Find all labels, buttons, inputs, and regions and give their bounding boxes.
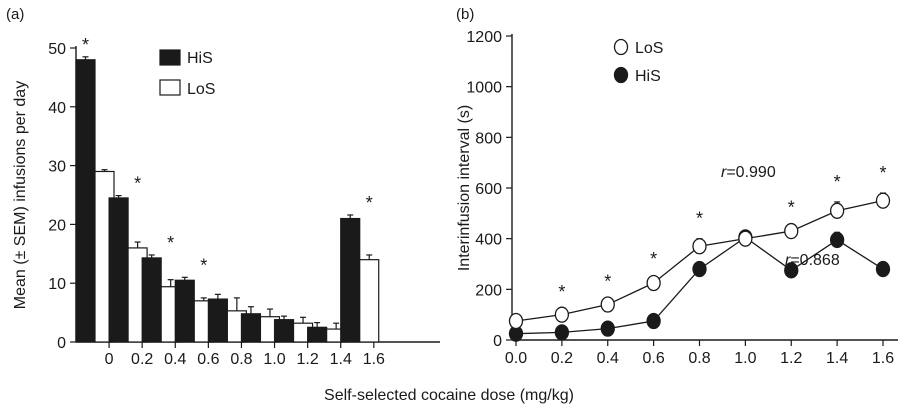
panel-a-xtick-label: 1.6	[363, 351, 385, 368]
panel-b-xtick-label: 1.2	[780, 350, 802, 367]
significance-marker: *	[558, 282, 565, 302]
significance-marker: *	[604, 271, 611, 291]
bar-his	[141, 257, 162, 343]
legend-label-los-b: LoS	[635, 40, 663, 57]
panel-b-ylabel: Interinfusion interval (s)	[456, 105, 473, 271]
panel-a-axes: 0 10 20 30 40 50 0 0.2 0.4 0.6 0.8 1.0 1.2 1.4 1.6	[48, 41, 440, 368]
bar-his	[273, 319, 295, 343]
significance-marker: *	[650, 249, 657, 269]
data-point-los	[646, 274, 661, 292]
annotation-r-his-symbol: r	[785, 252, 791, 269]
data-point-his	[829, 231, 845, 249]
annotation-r-his: r=0.868	[785, 252, 840, 269]
panel-a-ytick-label: 40	[48, 100, 66, 117]
significance-marker: *	[366, 193, 373, 213]
panel-a-legend: HiS LoS	[159, 49, 215, 98]
data-point-los	[829, 202, 845, 219]
panel-a: (a) Mean (± SEM) infusions per day 0 10 20…	[6, 6, 440, 368]
panel-b-xtick-label: 0.0	[505, 350, 527, 367]
legend-swatch-los	[159, 79, 181, 96]
significance-marker: *	[834, 172, 841, 192]
data-point-los	[554, 306, 570, 323]
shared-xlabel: Self-selected cocaine dose (mg/kg)	[324, 387, 574, 404]
bar-his	[307, 326, 328, 343]
data-point-los	[875, 192, 891, 209]
significance-marker: *	[167, 233, 174, 253]
panel-a-xtick-label: 0	[105, 351, 114, 368]
panel-b-xtick-label: 1.4	[826, 350, 848, 367]
panel-b-xtick-label: 1.0	[734, 350, 756, 367]
data-point-los	[738, 230, 753, 247]
data-point-his	[875, 260, 891, 278]
panel-a-ylabel: Mean (± SEM) infusions per day	[12, 81, 29, 309]
significance-marker: *	[879, 163, 886, 183]
panel-a-bars: * * * * *	[75, 35, 380, 343]
significance-marker: *	[134, 174, 141, 194]
data-point-his	[784, 262, 799, 279]
panel-b-xtick-label: 0.2	[551, 350, 573, 367]
data-point-his	[554, 324, 570, 341]
panel-b-axes: 0 200 400 600 800 1000 1200 0.0 0.2 0.4 0.6 0.8 1.0 1…	[466, 29, 898, 367]
panel-a-xtick-label: 1.0	[263, 351, 285, 368]
significance-marker: *	[82, 35, 89, 55]
bar-his	[207, 298, 228, 343]
panel-a-xtick-label: 0.4	[164, 351, 186, 368]
panel-b: (b) Interinfusion interval (s) 0 200 400 60…	[456, 6, 898, 367]
annotation-r-los: r=0.990	[721, 164, 776, 181]
panel-a-xtick-label: 0.6	[197, 351, 219, 368]
panel-a-ytick-label: 30	[48, 159, 66, 176]
data-point-los	[692, 238, 707, 255]
significance-marker: *	[696, 209, 703, 229]
panel-b-xtick-label: 1.6	[872, 350, 894, 367]
data-point-his	[600, 320, 615, 337]
data-point-los	[600, 296, 615, 313]
panel-b-ytick-label: 0	[493, 333, 502, 350]
panel-a-xtick-label: 0.2	[131, 351, 153, 368]
bar-his	[340, 217, 361, 343]
panel-b-label: (b)	[456, 6, 474, 23]
bar-his	[174, 279, 195, 343]
panel-b-ytick-label: 1000	[466, 80, 502, 97]
panel-a-xtick-label: 1.4	[330, 351, 352, 368]
data-point-his	[692, 260, 707, 278]
bar-his	[75, 59, 96, 343]
bar-his	[240, 313, 262, 343]
panel-b-ytick-label: 200	[475, 282, 502, 299]
panel-a-ytick-label: 0	[57, 335, 66, 352]
legend-marker-los	[613, 38, 629, 56]
panel-a-ytick-label: 10	[48, 276, 66, 293]
panel-b-ytick-label: 400	[475, 232, 502, 249]
legend-label-his-b: HiS	[635, 68, 661, 85]
data-point-los	[508, 312, 524, 330]
data-point-los	[784, 222, 799, 240]
legend-marker-his	[613, 66, 629, 84]
panel-b-xtick-label: 0.4	[597, 350, 619, 367]
panel-b-ytick-label: 800	[475, 130, 502, 147]
legend-swatch-his	[159, 49, 181, 66]
panel-b-xtick-label: 0.6	[643, 350, 665, 367]
panel-b-series: * * * * * * *	[508, 163, 891, 342]
significance-marker: *	[200, 255, 207, 275]
annotation-r-los-symbol: r	[721, 164, 727, 181]
annotation-r-his-value: =0.868	[790, 252, 839, 269]
annotation-r-los-value: =0.990	[726, 164, 775, 181]
data-point-his	[646, 312, 661, 330]
significance-marker: *	[788, 197, 795, 217]
bar-his	[108, 197, 129, 343]
panel-a-label: (a)	[6, 6, 24, 23]
legend-label-his: HiS	[187, 50, 213, 67]
legend-label-los: LoS	[187, 81, 215, 98]
panel-a-xtick-label: 1.2	[297, 351, 319, 368]
panel-b-ytick-label: 600	[475, 181, 502, 198]
panel-b-legend: LoS HiS	[613, 38, 663, 85]
bar-los	[359, 259, 380, 343]
panel-a-ytick-label: 20	[48, 217, 66, 234]
panel-b-ytick-label: 1200	[466, 29, 502, 46]
panel-b-xtick-label: 0.8	[688, 350, 710, 367]
panel-a-xtick-label: 0.8	[230, 351, 252, 368]
panel-a-ytick-label: 50	[48, 41, 66, 58]
